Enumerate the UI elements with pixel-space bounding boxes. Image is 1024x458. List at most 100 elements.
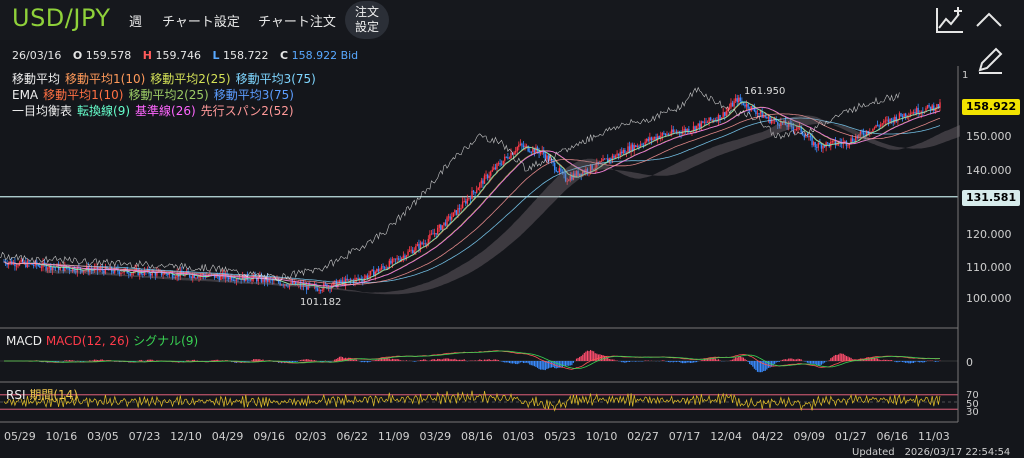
x-axis-label: 02/03 — [295, 430, 327, 443]
macd-histogram-bar — [493, 360, 494, 361]
chevron-up-icon[interactable] — [974, 6, 1004, 34]
x-axis-label: 04/22 — [752, 430, 784, 443]
candle-body — [113, 271, 114, 272]
macd-histogram-bar — [821, 361, 822, 365]
candle-body — [674, 132, 675, 133]
candle-body — [434, 233, 435, 234]
candle-body — [484, 176, 485, 184]
macd-histogram-bar — [303, 360, 304, 361]
x-axis-label: 09/09 — [793, 430, 825, 443]
macd-histogram-bar — [877, 358, 878, 361]
macd-histogram-bar — [512, 361, 513, 364]
candle-body — [875, 125, 876, 127]
symbol-title[interactable]: USD/JPY — [12, 4, 111, 32]
x-axis-label: 06/16 — [876, 430, 908, 443]
macd-histogram-bar — [256, 359, 257, 361]
candle-body — [98, 270, 99, 271]
macd-histogram-bar — [693, 361, 694, 363]
macd-histogram-bar — [431, 360, 432, 361]
macd-histogram-bar — [573, 361, 574, 363]
macd-histogram-bar — [921, 361, 922, 362]
candle-body — [641, 144, 642, 145]
candle-body — [886, 120, 887, 121]
top-bar — [0, 0, 1024, 40]
candle-body — [844, 141, 845, 142]
indicator-chart-icon[interactable] — [934, 4, 966, 36]
pencil-draw-icon[interactable] — [974, 44, 1006, 76]
macd-histogram-bar — [557, 361, 558, 368]
macd-histogram-bar — [668, 361, 669, 362]
macd-histogram-bar — [255, 359, 256, 361]
macd-histogram-bar — [368, 361, 369, 362]
macd-histogram-bar — [782, 360, 783, 361]
candle-body — [515, 151, 516, 152]
macd-histogram-bar — [702, 360, 703, 361]
rsi-legend[interactable]: RSI 期間(14) — [6, 386, 78, 403]
candle-body — [847, 145, 848, 146]
candle-body — [877, 125, 878, 126]
macd-histogram-bar — [776, 361, 777, 363]
candle-body — [905, 114, 906, 117]
candle-body — [390, 261, 391, 264]
macd-histogram-bar — [211, 360, 212, 361]
macd-histogram-bar — [691, 361, 692, 363]
x-axis-label: 02/27 — [627, 430, 659, 443]
macd-histogram-bar — [390, 360, 391, 361]
candle-body — [832, 141, 833, 142]
macd-histogram-bar — [758, 361, 759, 372]
macd-histogram-bar — [457, 360, 458, 361]
macd-histogram-bar — [577, 358, 578, 361]
horizontal-line-tag[interactable]: 131.581 — [962, 190, 1020, 206]
candle-body — [478, 188, 479, 190]
candle-body — [746, 104, 747, 107]
macd-histogram-bar — [329, 361, 330, 362]
macd-histogram-bar — [356, 360, 357, 361]
macd-legend[interactable]: MACD MACD(12, 26) シグナル(9) — [6, 332, 198, 349]
macd-histogram-bar — [682, 361, 683, 363]
candle-body — [883, 121, 884, 124]
candle-body — [719, 115, 720, 120]
macd-histogram-bar — [765, 361, 766, 371]
macd-histogram-bar — [495, 359, 496, 361]
candle-body — [805, 137, 806, 138]
candle-body — [506, 157, 507, 158]
candle-body — [474, 192, 475, 193]
candle-body — [142, 274, 143, 275]
macd-histogram-bar — [532, 361, 533, 366]
macd-histogram-bar — [426, 360, 427, 361]
macd-histogram-bar — [735, 357, 736, 361]
macd-histogram-bar — [738, 356, 739, 361]
candle-body — [822, 146, 823, 149]
macd-histogram-bar — [421, 360, 422, 361]
candle-body — [885, 121, 886, 122]
macd-histogram-bar — [846, 356, 847, 361]
candle-body — [53, 267, 54, 268]
macd-histogram-bar — [464, 359, 465, 361]
macd-histogram-bar — [645, 360, 646, 361]
macd-histogram-bar — [478, 360, 479, 361]
candle-body — [618, 154, 619, 156]
candle-body — [435, 233, 436, 234]
candle-body — [493, 168, 494, 170]
chart-settings-button[interactable]: チャート設定 — [162, 11, 240, 30]
candle-body — [726, 111, 727, 116]
macd-histogram-bar — [212, 360, 213, 361]
chart-area[interactable] — [0, 66, 960, 430]
candle-body — [524, 146, 525, 147]
macd-histogram-bar — [590, 350, 591, 361]
macd-histogram-bar — [397, 359, 398, 361]
macd-histogram-bar — [694, 361, 695, 362]
macd-histogram-bar — [141, 360, 142, 361]
candle-body — [378, 269, 379, 272]
macd-histogram-bar — [613, 360, 614, 361]
macd-histogram-bar — [910, 361, 911, 363]
chart-order-button[interactable]: チャート注文 — [258, 11, 336, 30]
macd-histogram-bar — [677, 361, 678, 362]
macd-histogram-bar — [454, 359, 455, 361]
timeframe-button[interactable]: 週 — [129, 11, 142, 30]
macd-histogram-bar — [387, 358, 388, 361]
macd-histogram-bar — [570, 361, 571, 365]
ohlc-date: 26/03/16 — [12, 49, 61, 62]
order-settings-button[interactable]: 注文 設定 — [345, 1, 389, 39]
candle-body — [322, 290, 323, 291]
